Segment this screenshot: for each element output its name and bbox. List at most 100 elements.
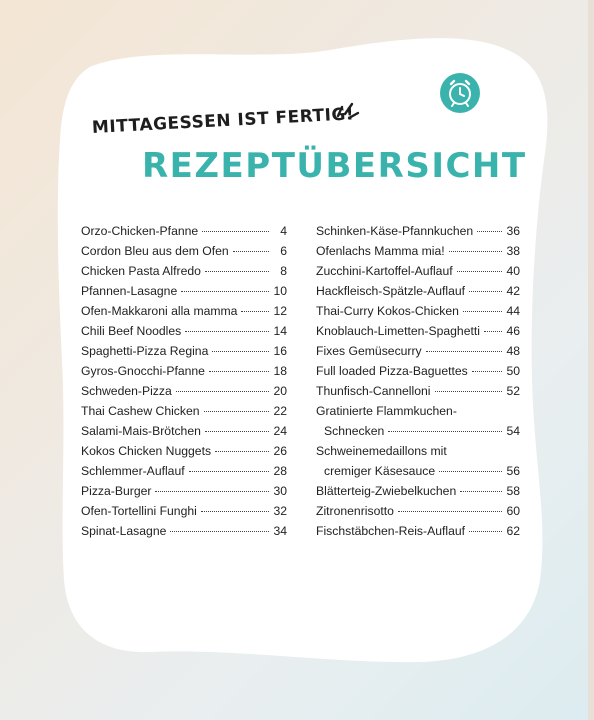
toc-leader-dots [471, 370, 502, 372]
toc-entry-title: Thai Cashew Chicken [81, 404, 200, 418]
toc-entry: Zucchini-Kartoffel-Auflauf 40 [316, 264, 520, 284]
toc-entry-title: Cordon Bleu aus dem Ofen [81, 244, 229, 258]
toc-page-number: 16 [273, 344, 287, 358]
toc-leader-dots [462, 310, 502, 312]
toc-entry: Orzo-Chicken-Pfanne 4 [81, 224, 287, 244]
toc-page-number: 4 [280, 224, 287, 238]
toc-entry: Fixes Gemüsecurry 48 [316, 344, 520, 364]
toc-entry-title: Pfannen-Lasagne [81, 284, 178, 298]
toc-entry-title: Thunfisch-Cannelloni [316, 384, 431, 398]
toc-page-number: 36 [506, 224, 520, 238]
toc-entry: cremiger Käsesauce 56 [316, 464, 520, 484]
toc-entry: Schweinemedaillons mit [316, 444, 520, 464]
toc-entry: Thunfisch-Cannelloni 52 [316, 384, 520, 404]
toc-entry-title: Chili Beef Noodles [81, 324, 182, 338]
toc-leader-dots [204, 270, 269, 272]
toc-page-number: 18 [273, 364, 287, 378]
toc-entry-title: Ofenlachs Mamma mia! [316, 244, 445, 258]
toc-entry: Cordon Bleu aus dem Ofen 6 [81, 244, 287, 264]
toc-page-number: 10 [273, 284, 287, 298]
toc-leader-dots [185, 330, 269, 332]
toc-leader-dots [204, 430, 269, 432]
toc-leader-dots [434, 390, 502, 392]
toc-page-number: 34 [273, 524, 287, 538]
toc-entry: Gratinierte Flammkuchen- [316, 404, 520, 424]
toc-entry-title: Schweinemedaillons mit [316, 444, 447, 458]
toc-leader-dots [448, 250, 502, 252]
toc-page-number: 54 [506, 424, 520, 438]
exclamation-marks-icon [336, 102, 360, 120]
toc-entry-title: Schweden-Pizza [81, 384, 172, 398]
toc-page-number: 26 [273, 444, 287, 458]
toc-page-number: 30 [273, 484, 287, 498]
toc-entry-title: Fischstäbchen-Reis-Auflauf [316, 524, 466, 538]
toc-entry: Thai-Curry Kokos-Chicken 44 [316, 304, 520, 324]
toc-page-number: 44 [506, 304, 520, 318]
toc-page-number: 62 [506, 524, 520, 538]
toc-entry-title: Pizza-Burger [81, 484, 152, 498]
toc-entry-title: Knoblauch-Limetten-Spaghetti [316, 324, 480, 338]
alarm-clock-icon [440, 73, 480, 113]
toc-entry: Fischstäbchen-Reis-Auflauf 62 [316, 524, 520, 544]
toc-entry-title: Full loaded Pizza-Baguettes [316, 364, 468, 378]
toc-leader-dots [208, 370, 269, 372]
toc-page-number: 24 [273, 424, 287, 438]
toc-leader-dots [155, 490, 269, 492]
toc-leader-dots [188, 470, 269, 472]
toc-page-number: 6 [280, 244, 287, 258]
toc-entry-title: Blätterteig-Zwiebelkuchen [316, 484, 457, 498]
toc-entry-title: cremiger Käsesauce [324, 464, 436, 478]
toc-entry-title: Zucchini-Kartoffel-Auflauf [316, 264, 453, 278]
toc-leader-dots [170, 530, 269, 532]
toc-entry-title: Gratinierte Flammkuchen- [316, 404, 457, 418]
toc-entry: Gyros-Gnocchi-Pfanne 18 [81, 364, 287, 384]
toc-entry-title: Fixes Gemüsecurry [316, 344, 422, 358]
toc-leader-dots [181, 290, 269, 292]
toc-entry: Salami-Mais-Brötchen 24 [81, 424, 287, 444]
toc-leader-dots [439, 470, 502, 472]
toc-entry: Thai Cashew Chicken 22 [81, 404, 287, 424]
toc-entry-title: Spaghetti-Pizza Regina [81, 344, 209, 358]
toc-entry: Spaghetti-Pizza Regina 16 [81, 344, 287, 364]
toc-leader-dots [469, 290, 502, 292]
toc-page-number: 12 [273, 304, 287, 318]
toc-entry-title: Schinken-Käse-Pfannkuchen [316, 224, 474, 238]
toc-entry: Schweden-Pizza 20 [81, 384, 287, 404]
toc-entry: Pizza-Burger 30 [81, 484, 287, 504]
toc-entry: Spinat-Lasagne 34 [81, 524, 287, 544]
toc-entry: Chili Beef Noodles 14 [81, 324, 287, 344]
toc-entry-title: Chicken Pasta Alfredo [81, 264, 201, 278]
toc-entry-title: Ofen-Tortellini Funghi [81, 504, 197, 518]
toc-entry: Zitronenrisotto 60 [316, 504, 520, 524]
toc-entry: Schinken-Käse-Pfannkuchen 36 [316, 224, 520, 244]
toc-entry: Schnecken 54 [316, 424, 520, 444]
toc-entry-title: Gyros-Gnocchi-Pfanne [81, 364, 205, 378]
toc-page-number: 22 [273, 404, 287, 418]
toc-page-number: 28 [273, 464, 287, 478]
toc-leader-dots [212, 350, 269, 352]
page-title: REZEPTÜBERSICHT [142, 146, 527, 186]
toc-leader-dots [241, 310, 269, 312]
toc-leader-dots [477, 230, 502, 232]
toc-leader-dots [202, 230, 269, 232]
toc-entry-title: Kokos Chicken Nuggets [81, 444, 212, 458]
toc-page-number: 46 [506, 324, 520, 338]
toc-entry: Knoblauch-Limetten-Spaghetti 46 [316, 324, 520, 344]
toc-leader-dots [200, 510, 269, 512]
toc-page-number: 52 [506, 384, 520, 398]
toc-entry-title: Zitronenrisotto [316, 504, 394, 518]
toc-entry: Ofen-Makkaroni alla mamma 12 [81, 304, 287, 324]
toc-column-right: Schinken-Käse-Pfannkuchen 36 Ofenlachs Mam… [316, 224, 520, 544]
toc-page-number: 58 [506, 484, 520, 498]
toc-entry-title: Salami-Mais-Brötchen [81, 424, 201, 438]
toc-leader-dots [388, 430, 502, 432]
toc-leader-dots [175, 390, 269, 392]
toc-entry: Ofenlachs Mamma mia! 38 [316, 244, 520, 264]
toc-page-number: 8 [280, 264, 287, 278]
toc-leader-dots [215, 450, 269, 452]
toc-leader-dots [425, 350, 502, 352]
toc-entry-title: Orzo-Chicken-Pfanne [81, 224, 199, 238]
toc-entry-title: Schlemmer-Auflauf [81, 464, 185, 478]
toc-page-number: 56 [506, 464, 520, 478]
